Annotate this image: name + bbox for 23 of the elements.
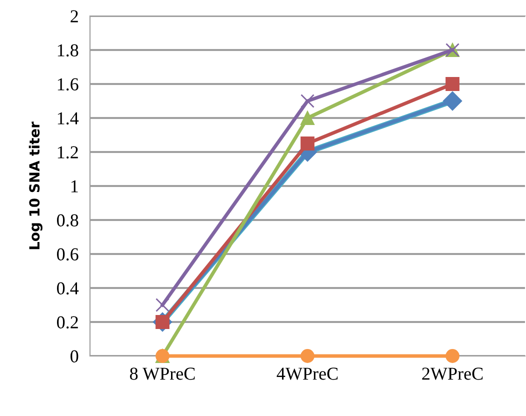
y-tick-label: 1.6 <box>58 78 78 91</box>
point <box>300 111 314 125</box>
y-tick-label: 1 <box>71 180 78 192</box>
point <box>446 77 460 91</box>
point <box>156 298 170 312</box>
y-tick-label: 1.4 <box>58 112 79 125</box>
y-tick-label: 0.4 <box>57 282 79 295</box>
y-tick-label: 0 <box>70 350 78 362</box>
point <box>446 349 460 363</box>
y-tick-label: 2 <box>70 10 78 22</box>
y-tick-label: 1.8 <box>58 44 78 57</box>
y-axis-title: Log 10 SNA titer <box>28 122 42 250</box>
point <box>442 91 462 111</box>
point <box>300 136 314 150</box>
x-tick-label: 4WPreC <box>276 368 338 380</box>
y-tick-label: 1.2 <box>58 146 78 159</box>
y-tick-label: 0.6 <box>57 248 78 261</box>
y-tick-label: 0.2 <box>57 316 78 329</box>
x-tick-label: 2WPreC <box>422 368 483 380</box>
point <box>300 94 314 108</box>
y-tick-label: 0.8 <box>57 214 78 227</box>
point <box>300 349 314 363</box>
x-tick-label: 8 WPreC <box>130 368 195 380</box>
